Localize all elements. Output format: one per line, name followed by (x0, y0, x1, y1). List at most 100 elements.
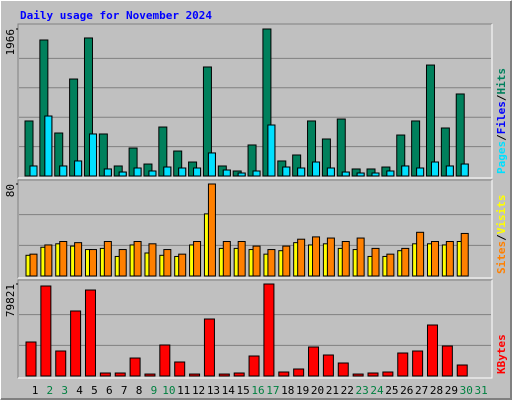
bar (278, 371, 290, 377)
legend-entry: KBytes (495, 334, 508, 374)
x-tick-label: 31 (474, 384, 487, 397)
bar (237, 172, 246, 177)
panel-bevel (18, 180, 493, 279)
bar (129, 357, 141, 377)
bar (401, 165, 410, 177)
panel-bevel (17, 179, 492, 278)
x-tick-label: 13 (207, 384, 220, 397)
bar (445, 241, 454, 277)
bar (222, 169, 231, 177)
bar (460, 232, 469, 277)
bar (455, 93, 465, 177)
x-tick-label: 12 (192, 384, 205, 397)
x-tick-label: 18 (281, 384, 294, 397)
bar (337, 362, 349, 377)
bar (44, 244, 53, 277)
bar (356, 172, 365, 177)
x-tick-label: 5 (91, 384, 98, 397)
bar (326, 237, 335, 277)
bar (29, 253, 38, 277)
bar (416, 167, 425, 177)
legend-separator: / (495, 94, 508, 101)
bar (103, 168, 112, 177)
bar (54, 132, 64, 177)
x-tick-label: 25 (385, 384, 398, 397)
bar (173, 150, 183, 177)
legend-entry: Files (495, 101, 508, 134)
x-tick-label: 1 (32, 384, 39, 397)
bar (99, 372, 111, 377)
x-tick-label: 28 (430, 384, 443, 397)
legend-entry: Hits (495, 68, 508, 95)
bar (307, 120, 317, 177)
bar (336, 118, 346, 177)
bar (88, 133, 97, 177)
x-tick-label: 19 (296, 384, 309, 397)
bar (367, 372, 379, 377)
bar (351, 168, 361, 177)
x-tick-label: 14 (222, 384, 236, 397)
bar (114, 372, 126, 377)
bar (40, 285, 52, 377)
bar (133, 241, 142, 277)
x-tick-label: 20 (311, 384, 324, 397)
bar (148, 170, 157, 177)
x-tick-label: 27 (415, 384, 428, 397)
bar (371, 172, 380, 177)
x-tick-label: 7 (121, 384, 128, 397)
bar (312, 161, 321, 177)
bar (263, 283, 275, 377)
bar (163, 249, 172, 277)
bar (83, 37, 93, 177)
bar (297, 238, 306, 277)
chart-title: Daily usage for November 2024 (20, 9, 212, 22)
panel-bevel (18, 24, 493, 179)
bar (103, 241, 112, 277)
bar (252, 170, 261, 177)
bar (84, 289, 96, 377)
bar (189, 373, 201, 377)
x-tick-label: 6 (106, 384, 113, 397)
bar (44, 115, 53, 177)
bar (222, 241, 231, 277)
legend-entry: Visits (495, 195, 508, 235)
bar (341, 241, 350, 277)
bar (69, 78, 79, 177)
x-tick-label: 30 (460, 384, 473, 397)
legend-entry: Pages (495, 141, 508, 174)
bar (441, 345, 453, 377)
bar (411, 120, 421, 177)
bar (207, 152, 216, 177)
bar (29, 165, 38, 177)
bar (55, 350, 67, 377)
bar (412, 350, 424, 377)
bar (207, 183, 216, 277)
bar (460, 163, 469, 177)
x-tick-label: 22 (341, 384, 354, 397)
x-tick-label: 21 (326, 384, 339, 397)
bar (237, 241, 246, 277)
panel-bevel (17, 23, 492, 178)
bar (397, 352, 409, 377)
bar (312, 236, 321, 277)
bar (252, 245, 261, 277)
x-tick-label: 4 (76, 384, 83, 397)
bar (430, 161, 439, 177)
x-tick-label: 26 (400, 384, 413, 397)
y-tick-label: 79821 (4, 284, 17, 317)
bar (233, 372, 245, 377)
bar (308, 346, 320, 377)
bar (426, 324, 438, 377)
bar (202, 66, 212, 177)
bar (118, 249, 127, 277)
bar (326, 167, 335, 177)
legend: Sites/Visits (495, 195, 508, 275)
bar (445, 165, 454, 177)
bar (128, 147, 138, 177)
bar (425, 64, 435, 177)
legend-entry: Sites (495, 241, 508, 274)
bar (25, 341, 37, 377)
x-tick-label: 15 (237, 384, 250, 397)
